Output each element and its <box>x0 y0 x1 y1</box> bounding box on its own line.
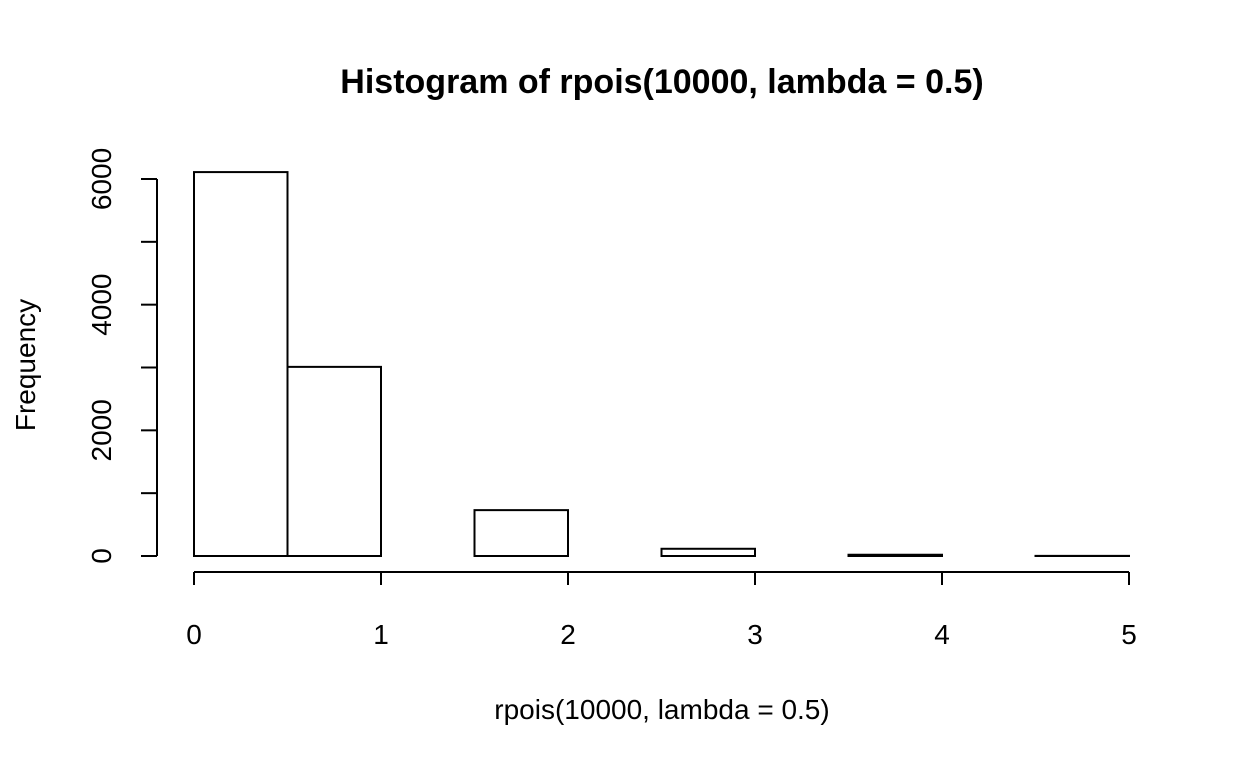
histogram-bar <box>286 365 382 557</box>
y-axis: 0 2000 4000 6000 <box>86 148 158 564</box>
x-axis: 0 1 2 3 4 5 <box>186 571 1137 650</box>
y-axis-label: Frequency <box>10 299 41 431</box>
x-tick-label: 4 <box>934 619 950 650</box>
x-tick-label: 3 <box>747 619 763 650</box>
y-tick-label: 6000 <box>86 148 117 210</box>
histogram-bar <box>473 509 569 557</box>
y-tick-label: 4000 <box>86 274 117 336</box>
x-tick-label: 1 <box>373 619 389 650</box>
bars-group <box>193 171 1130 558</box>
histogram-bar <box>847 553 943 558</box>
y-tick-label: 0 <box>86 548 117 564</box>
chart-title: Histogram of rpois(10000, lambda = 0.5) <box>340 63 983 101</box>
y-tick-label: 2000 <box>86 399 117 461</box>
x-tick-label: 0 <box>186 619 202 650</box>
histogram-bar <box>660 547 756 558</box>
x-tick-label: 2 <box>560 619 576 650</box>
x-axis-label: rpois(10000, lambda = 0.5) <box>494 694 829 725</box>
x-tick-label: 5 <box>1121 619 1137 650</box>
histogram-bar <box>193 171 289 557</box>
